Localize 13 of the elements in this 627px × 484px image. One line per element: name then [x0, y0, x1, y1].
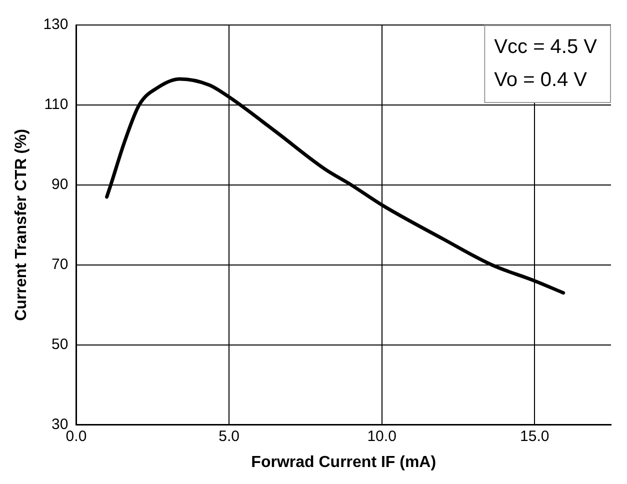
y-tick-label: 110 [44, 96, 68, 114]
x-axis-title: Forwrad Current IF (mA) [251, 454, 436, 471]
x-tick-label: 10.0 [367, 428, 396, 445]
y-tick-label: 50 [52, 336, 68, 353]
annotation: Vcc = 4.5 V [494, 36, 598, 58]
y-axis-title: Current Transfer CTR (%) [13, 128, 30, 321]
x-tick-label: 0.0 [66, 428, 87, 445]
y-tick-label: 90 [52, 176, 68, 194]
x-tick-label: 5.0 [218, 428, 240, 445]
x-tick-label: 15.0 [520, 428, 550, 445]
annotation: Vo = 0.4 V [494, 69, 588, 92]
y-tick-label: 130 [43, 16, 68, 34]
y-tick-label: 70 [52, 256, 68, 274]
